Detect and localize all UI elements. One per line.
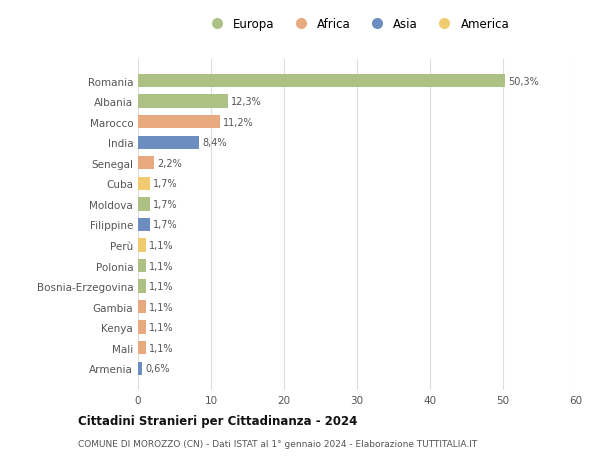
Bar xyxy=(138,239,146,252)
Bar xyxy=(138,198,151,211)
Text: 1,1%: 1,1% xyxy=(149,302,173,312)
Bar xyxy=(138,136,199,150)
Text: 12,3%: 12,3% xyxy=(231,97,262,107)
Text: 1,1%: 1,1% xyxy=(149,261,173,271)
Text: 2,2%: 2,2% xyxy=(157,158,182,168)
Text: 1,1%: 1,1% xyxy=(149,241,173,251)
Bar xyxy=(138,157,154,170)
Bar xyxy=(138,300,146,313)
Text: Cittadini Stranieri per Cittadinanza - 2024: Cittadini Stranieri per Cittadinanza - 2… xyxy=(78,414,358,428)
Text: 1,7%: 1,7% xyxy=(154,220,178,230)
Text: 11,2%: 11,2% xyxy=(223,118,253,127)
Text: 1,7%: 1,7% xyxy=(154,179,178,189)
Text: 8,4%: 8,4% xyxy=(202,138,227,148)
Text: 1,1%: 1,1% xyxy=(149,343,173,353)
Bar xyxy=(138,341,146,355)
Text: 0,6%: 0,6% xyxy=(145,364,170,374)
Bar xyxy=(138,259,146,273)
Text: 1,1%: 1,1% xyxy=(149,281,173,291)
Bar xyxy=(138,321,146,334)
Text: COMUNE DI MOROZZO (CN) - Dati ISTAT al 1° gennaio 2024 - Elaborazione TUTTITALIA: COMUNE DI MOROZZO (CN) - Dati ISTAT al 1… xyxy=(78,439,477,448)
Bar xyxy=(138,280,146,293)
Text: 1,7%: 1,7% xyxy=(154,199,178,209)
Text: 50,3%: 50,3% xyxy=(508,76,539,86)
Bar xyxy=(138,218,151,232)
Bar xyxy=(138,362,142,375)
Bar xyxy=(138,177,151,190)
Bar xyxy=(138,95,228,108)
Legend: Europa, Africa, Asia, America: Europa, Africa, Asia, America xyxy=(202,16,512,34)
Bar xyxy=(138,116,220,129)
Bar xyxy=(138,75,505,88)
Text: 1,1%: 1,1% xyxy=(149,323,173,332)
